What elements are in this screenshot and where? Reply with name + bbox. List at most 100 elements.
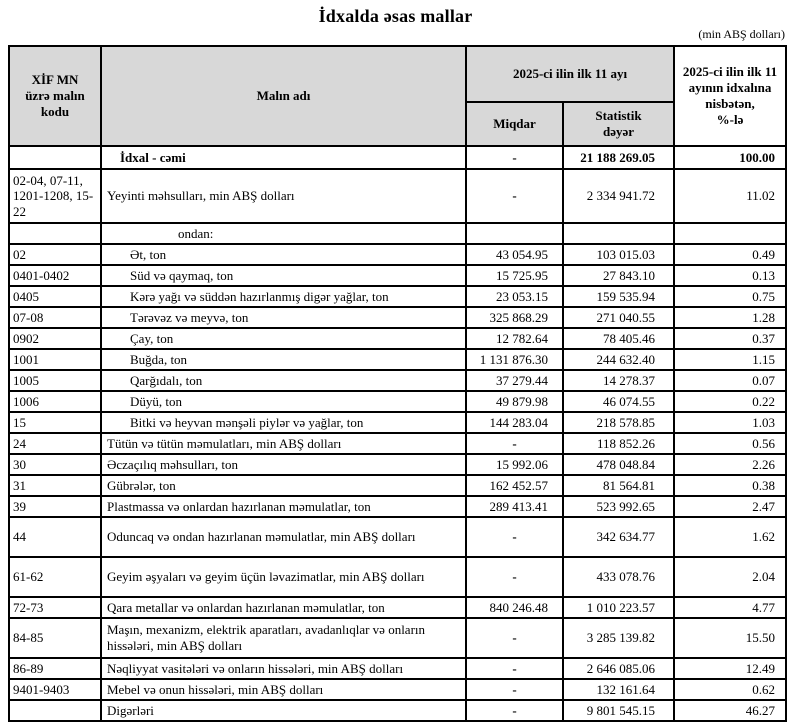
cell-stat-value: 27 843.10: [562, 264, 675, 287]
table-body: İdxal - cəmi - 21 188 269.05 100.00 02-0…: [8, 145, 787, 722]
cell-share: 11.02: [673, 168, 787, 224]
cell-share: 2.04: [673, 556, 787, 598]
cell-code: 1005: [8, 369, 102, 392]
cell-stat-value: 14 278.37: [562, 369, 675, 392]
cell-name: Tərəvəz və meyvə, ton: [100, 306, 467, 329]
cell-name: Digərləri: [100, 699, 467, 722]
cell-code: 72-73: [8, 596, 102, 619]
cell-stat-value: 271 040.55: [562, 306, 675, 329]
cell-stat-value: 21 188 269.05: [562, 145, 675, 170]
cell-code: 24: [8, 432, 102, 455]
cell-share: 1.28: [673, 306, 787, 329]
table-row: 72-73 Qara metallar və onlardan hazırlan…: [8, 596, 787, 619]
col-header-period: 2025-ci ilin ilk 11 ayı: [465, 45, 675, 103]
cell-code: 07-08: [8, 306, 102, 329]
cell-code: 84-85: [8, 617, 102, 659]
cell-quantity: 23 053.15: [465, 285, 564, 308]
cell-share: 0.62: [673, 678, 787, 701]
table-row: 1001 Buğda, ton 1 131 876.30 244 632.40 …: [8, 348, 787, 371]
cell-name: Ət, ton: [100, 243, 467, 266]
cell-code: 1001: [8, 348, 102, 371]
table-row: 07-08 Tərəvəz və meyvə, ton 325 868.29 2…: [8, 306, 787, 329]
cell-share: 0.13: [673, 264, 787, 287]
table-row: 1005 Qarğıdalı, ton 37 279.44 14 278.37 …: [8, 369, 787, 392]
cell-quantity: 37 279.44: [465, 369, 564, 392]
cell-quantity: 1 131 876.30: [465, 348, 564, 371]
cell-code: [8, 145, 102, 170]
cell-quantity: [465, 222, 564, 245]
cell-quantity: 43 054.95: [465, 243, 564, 266]
unit-note: (min ABŞ dolları): [698, 27, 785, 41]
cell-stat-value: 218 578.85: [562, 411, 675, 434]
table-row: 0405 Kərə yağı və süddən hazırlanmış dig…: [8, 285, 787, 308]
cell-code: 86-89: [8, 657, 102, 680]
cell-stat-value: 78 405.46: [562, 327, 675, 350]
cell-name: Nəqliyyat vasitələri və onların hissələr…: [100, 657, 467, 680]
cell-stat-value: 2 646 085.06: [562, 657, 675, 680]
table-row: ondan:: [8, 222, 787, 245]
cell-share: 46.27: [673, 699, 787, 722]
cell-share: 4.77: [673, 596, 787, 619]
cell-code: 30: [8, 453, 102, 476]
header-row-top: XİF MN üzrə malın kodu Malın adı 2025-ci…: [8, 45, 787, 147]
cell-name: Yeyinti məhsulları, min ABŞ dolları: [100, 168, 467, 224]
cell-stat-value: 159 535.94: [562, 285, 675, 308]
col-header-stat-value: Statistik dəyər: [562, 101, 675, 147]
cell-share: 1.03: [673, 411, 787, 434]
imports-table: XİF MN üzrə malın kodu Malın adı 2025-ci…: [8, 45, 787, 722]
cell-code: 9401-9403: [8, 678, 102, 701]
cell-stat-value: 132 161.64: [562, 678, 675, 701]
cell-quantity: -: [465, 678, 564, 701]
table-row: Digərləri - 9 801 545.15 46.27: [8, 699, 787, 722]
cell-stat-value: 9 801 545.15: [562, 699, 675, 722]
page-title: İdxalda əsas mallar: [318, 6, 473, 26]
cell-code: [8, 222, 102, 245]
cell-name: Əczaçılıq məhsulları, ton: [100, 453, 467, 476]
cell-stat-value: 244 632.40: [562, 348, 675, 371]
table-row: 24 Tütün və tütün məmulatları, min ABŞ d…: [8, 432, 787, 455]
table-row: 86-89 Nəqliyyat vasitələri və onların hi…: [8, 657, 787, 680]
cell-name: Buğda, ton: [100, 348, 467, 371]
table-row: 84-85 Maşın, mexanizm, elektrik aparatla…: [8, 617, 787, 659]
cell-code: 44: [8, 516, 102, 558]
cell-stat-value: 81 564.81: [562, 474, 675, 497]
cell-code: 0902: [8, 327, 102, 350]
cell-code: [8, 699, 102, 722]
table-row: İdxal - cəmi - 21 188 269.05 100.00: [8, 145, 787, 170]
cell-quantity: -: [465, 168, 564, 224]
cell-name: Qara metallar və onlardan hazırlanan məm…: [100, 596, 467, 619]
cell-name: Kərə yağı və süddən hazırlanmış digər ya…: [100, 285, 467, 308]
table-row: 15 Bitki və heyvan mənşəli piylər və yağ…: [8, 411, 787, 434]
cell-quantity: -: [465, 432, 564, 455]
cell-quantity: -: [465, 556, 564, 598]
table-row: 1006 Düyü, ton 49 879.98 46 074.55 0.22: [8, 390, 787, 413]
cell-quantity: 12 782.64: [465, 327, 564, 350]
cell-share: 2.47: [673, 495, 787, 518]
cell-quantity: -: [465, 516, 564, 558]
cell-name: Düyü, ton: [100, 390, 467, 413]
cell-name: Bitki və heyvan mənşəli piylər və yağlar…: [100, 411, 467, 434]
cell-share: 1.15: [673, 348, 787, 371]
cell-quantity: 289 413.41: [465, 495, 564, 518]
cell-share: 1.62: [673, 516, 787, 558]
cell-code: 15: [8, 411, 102, 434]
cell-code: 0405: [8, 285, 102, 308]
table-row: 0902 Çay, ton 12 782.64 78 405.46 0.37: [8, 327, 787, 350]
col-header-code: XİF MN üzrə malın kodu: [8, 45, 102, 147]
cell-quantity: 49 879.98: [465, 390, 564, 413]
cell-code: 61-62: [8, 556, 102, 598]
cell-stat-value: 46 074.55: [562, 390, 675, 413]
cell-share: 0.38: [673, 474, 787, 497]
cell-name: Oduncaq və ondan hazırlanan məmulatlar, …: [100, 516, 467, 558]
cell-stat-value: 342 634.77: [562, 516, 675, 558]
cell-stat-value: 1 010 223.57: [562, 596, 675, 619]
cell-share: 100.00: [673, 145, 787, 170]
cell-name: Geyim əşyaları və geyim üçün ləvazimatla…: [100, 556, 467, 598]
cell-name: Süd və qaymaq, ton: [100, 264, 467, 287]
table-header: XİF MN üzrə malın kodu Malın adı 2025-ci…: [8, 45, 787, 147]
cell-quantity: -: [465, 145, 564, 170]
cell-stat-value: 103 015.03: [562, 243, 675, 266]
cell-share: 15.50: [673, 617, 787, 659]
table-row: 39 Plastmassa və onlardan hazırlanan məm…: [8, 495, 787, 518]
cell-share: 0.56: [673, 432, 787, 455]
